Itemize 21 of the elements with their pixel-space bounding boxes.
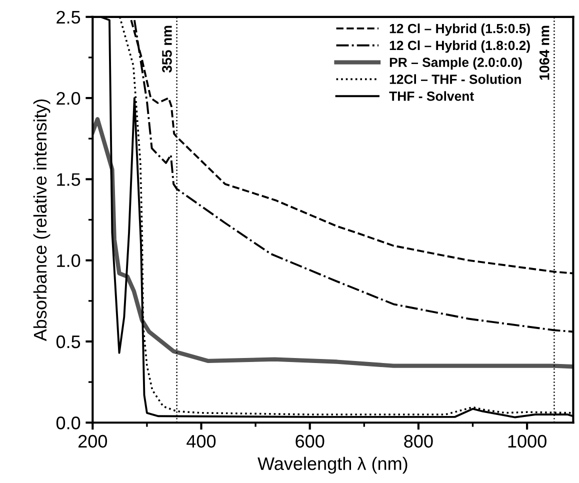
y-tick-label: 1.5	[57, 173, 80, 186]
legend-label: 12Cl – THF - Solution	[390, 74, 521, 84]
x-tick-label: 400	[186, 434, 216, 448]
legend-label: THF - Solvent	[389, 91, 474, 101]
x-tick-label: 1000	[508, 434, 546, 448]
x-tick-label: 200	[78, 434, 107, 448]
y-tick-label: 2.5	[56, 10, 80, 24]
y-tick-label: 0.0	[56, 416, 80, 430]
ref-line-label: 1064 nm	[539, 26, 550, 80]
x-axis-title: Wavelength λ (nm)	[258, 456, 408, 474]
y-tick-label: 1.0	[57, 254, 80, 268]
legend-label: 12 Cl – Hybrid (1.5:0.5)	[390, 24, 530, 36]
line-series	[92, 117, 574, 369]
y-tick-label: 0.5	[56, 335, 80, 348]
x-tick-label: 800	[404, 434, 433, 448]
ref-line-label: 355 nm	[162, 26, 172, 73]
y-axis-title: Absorbance (relative intensity)	[33, 99, 50, 342]
y-tick-label: 2.0	[56, 92, 80, 105]
x-tick-label: 600	[296, 434, 324, 448]
legend-label: 12 Cl – Hybrid (1.8:0.2)	[390, 40, 530, 53]
legend-label: PR – Sample (2.0:0.0)	[390, 57, 522, 70]
